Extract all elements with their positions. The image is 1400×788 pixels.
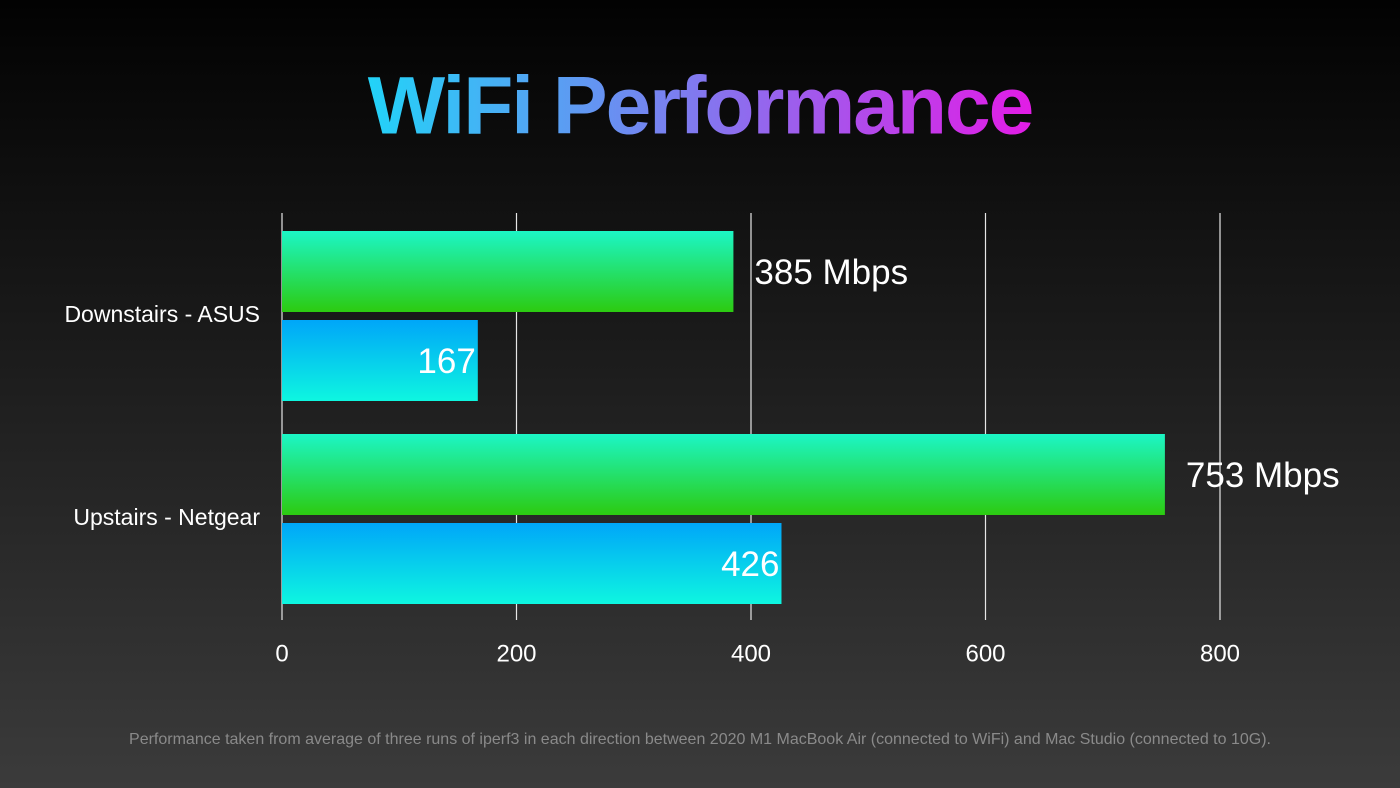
value-label: 753 Mbps <box>1186 456 1340 495</box>
bar <box>282 523 782 604</box>
y-tick-label: Upstairs - Netgear <box>73 504 260 530</box>
chart-title: WiFi Performance <box>368 61 1032 152</box>
bar <box>282 434 1165 515</box>
value-label: 385 Mbps <box>754 253 908 292</box>
bar <box>282 320 478 401</box>
footnote: Performance taken from average of three … <box>129 731 1271 748</box>
value-label: 426 <box>721 545 779 584</box>
x-tick-label: 200 <box>496 640 536 667</box>
y-tick-label: Downstairs - ASUS <box>64 301 260 327</box>
value-label: 167 <box>417 342 475 381</box>
x-tick-label: 600 <box>965 640 1005 667</box>
x-tick-label: 0 <box>275 640 288 667</box>
bar <box>282 231 734 312</box>
x-tick-label: 400 <box>731 640 771 667</box>
x-tick-label: 800 <box>1200 640 1240 667</box>
